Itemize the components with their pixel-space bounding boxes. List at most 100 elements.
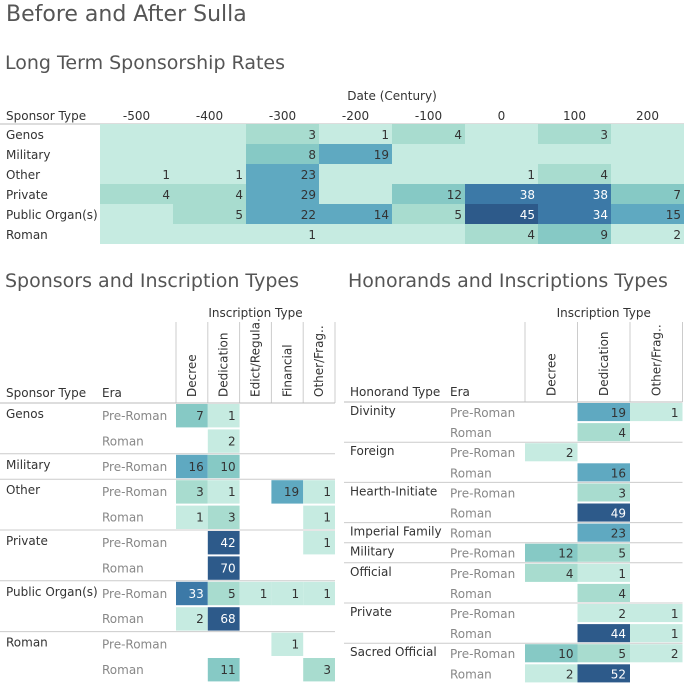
cell-value: 3 — [308, 128, 316, 142]
column-label: Decree — [544, 353, 558, 396]
era-label: Roman — [102, 663, 144, 677]
row-label: Private — [6, 188, 48, 202]
heatmap-cell — [577, 604, 630, 623]
era-label: Pre-Roman — [102, 587, 167, 601]
cell-value: 52 — [611, 667, 626, 681]
cell-value: 2 — [228, 434, 236, 448]
cell-value: 4 — [618, 587, 626, 601]
cell-value: 1 — [162, 168, 170, 182]
heatmap-cell — [538, 204, 611, 224]
heatmap-cell — [271, 632, 304, 656]
heatmap-cell — [176, 454, 208, 479]
cell-value: 4 — [527, 228, 535, 242]
era-header: Era — [450, 385, 470, 399]
heatmap-cell — [630, 403, 683, 422]
cell-value: 1 — [260, 587, 268, 601]
heatmap-cell — [577, 423, 630, 442]
era-label: Pre-Roman — [102, 409, 167, 423]
era-label: Roman — [450, 587, 492, 601]
cell-value: 2 — [673, 228, 681, 242]
cell-value: 1 — [671, 627, 679, 641]
group-label-military: Military — [350, 545, 394, 559]
column-label: Dedication — [217, 332, 231, 397]
cell-value: 19 — [374, 148, 389, 162]
era-label: Pre-Roman — [450, 406, 515, 420]
era-label: Roman — [102, 612, 144, 626]
era-label: Roman — [450, 627, 492, 641]
cell-value: 5 — [618, 647, 626, 661]
row-label: Public Organ(s) — [6, 208, 98, 222]
heatmap-cell — [246, 144, 319, 164]
era-label: Roman — [102, 561, 144, 575]
cell-value: 16 — [189, 460, 204, 474]
sponsors-chart-title: Sponsors and Inscription Types — [5, 270, 299, 292]
heatmap-cell — [630, 604, 683, 623]
cell-value: 10 — [558, 647, 573, 661]
heatmap-cell — [525, 664, 578, 683]
heatmap-cell — [538, 224, 611, 244]
cell-value: 1 — [228, 485, 236, 499]
heatmap-cell — [319, 144, 392, 164]
column-label: 0 — [498, 109, 506, 123]
heatmap-cell — [525, 644, 578, 663]
column-label: Decree — [185, 354, 199, 397]
heatmap-cell — [538, 184, 611, 204]
era-label: Pre-Roman — [450, 567, 515, 581]
heatmap-cell — [303, 658, 335, 682]
heatmap-cell — [207, 581, 240, 606]
heatmap-cell — [577, 463, 630, 482]
cell-value: 15 — [666, 208, 681, 222]
column-header: Inscription Type — [208, 306, 302, 320]
heatmap-cell — [207, 531, 240, 555]
heatmap-cell — [100, 184, 173, 204]
column-label: -400 — [196, 109, 223, 123]
heatmap-cell — [271, 581, 304, 606]
heatmap-cell — [577, 624, 630, 643]
column-label: 100 — [563, 109, 586, 123]
column-label: Financial — [280, 344, 294, 397]
heatmap-cell — [176, 404, 208, 428]
heatmap-cell — [303, 581, 335, 606]
heatmap-cell — [577, 523, 630, 542]
column-label: Dedication — [597, 331, 611, 396]
heatmap-cell — [246, 124, 319, 144]
era-label: Pre-Roman — [450, 446, 515, 460]
cell-value: 7 — [673, 188, 681, 202]
sponsors-inscription-heatmap: Inscription Type Sponsor Type Era Decree Ded… — [0, 306, 336, 682]
cell-value: 34 — [593, 208, 608, 222]
era-label: Pre-Roman — [450, 607, 515, 621]
group-label-other: Other — [6, 483, 40, 497]
heatmap-cell — [465, 204, 538, 224]
cell-value: 45 — [520, 208, 535, 222]
heatmap-cell — [303, 531, 335, 555]
heatmap-cell — [465, 184, 538, 204]
group-label-public-organ-s: Public Organ(s) — [6, 585, 98, 599]
row-header: Sponsor Type — [6, 386, 86, 400]
group-label-private: Private — [350, 605, 392, 619]
cell-value: 10 — [220, 460, 235, 474]
heatmap-cell — [538, 124, 611, 144]
heatmap-cell — [303, 480, 335, 504]
cell-value: 22 — [301, 208, 316, 222]
heatmap-cell — [392, 184, 465, 204]
cell-value: 70 — [220, 561, 235, 575]
cell-value: 9 — [600, 228, 608, 242]
heatmap-cell — [207, 480, 240, 504]
cell-value: 1 — [308, 228, 316, 242]
cell-value: 44 — [611, 627, 626, 641]
cell-value: 5 — [618, 547, 626, 561]
heatmap-cell — [630, 624, 683, 643]
heatmap-cell — [173, 184, 246, 204]
column-label: Edict/Regula.. — [249, 314, 263, 397]
era-label: Pre-Roman — [102, 485, 167, 499]
cell-value: 4 — [162, 188, 170, 202]
heatmap-cell — [207, 556, 240, 580]
cell-value: 2 — [196, 612, 204, 626]
row-label: Military — [6, 148, 50, 162]
cell-value: 7 — [196, 409, 204, 423]
era-label: Roman — [450, 426, 492, 440]
row-header: Sponsor Type — [6, 109, 86, 123]
cell-value: 19 — [611, 406, 626, 420]
group-label-official: Official — [350, 565, 392, 579]
